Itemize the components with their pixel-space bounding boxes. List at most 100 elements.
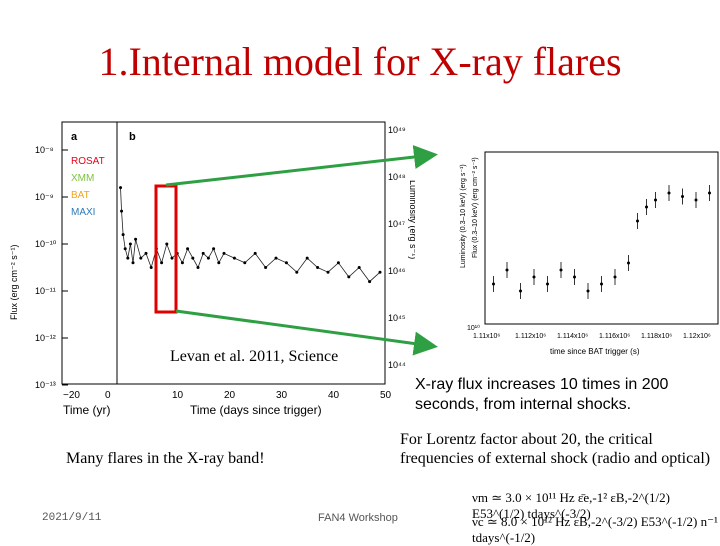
x-tick-label-b: 10 [172, 390, 184, 401]
data-point [165, 242, 169, 246]
y-tick-label-right: 10⁴⁵ [388, 313, 406, 323]
panel-label-a: a [71, 131, 78, 143]
flare-y-label: Flux (0.3–10 keV) (erg cm⁻² s⁻¹) [472, 157, 479, 258]
data-point [144, 251, 148, 255]
footer-date: 2021/9/11 [42, 512, 102, 524]
y-tick-label: 10⁻¹² [35, 333, 56, 343]
x-axis-label-b: Time (days since trigger) [190, 403, 322, 417]
formula-nu-c: νc ≃ 8.0 × 10¹² Hz εB,-2^(-3/2) E53^(-1/… [472, 514, 718, 545]
data-point [326, 270, 330, 274]
data-point [206, 256, 210, 260]
highlight-box [154, 184, 178, 314]
figure-panel-ab: a b ROSAT XMM BAT MAXI 10⁻⁸ 10⁻⁹ 10⁻¹⁰ 10⁻¹¹ 10… [9, 121, 415, 417]
y-tick-label: 10⁻¹¹ [35, 286, 56, 296]
flare-data-point [532, 275, 536, 279]
y-tick-label-right: 10⁴⁸ [388, 172, 406, 182]
data-point [120, 209, 124, 213]
y-tick-label-right: 10⁴⁴ [388, 360, 406, 370]
plot-frame [61, 121, 386, 385]
series-line [120, 187, 381, 283]
right-note: X-ray flux increases 10 times in 200 sec… [415, 376, 669, 413]
flare-data-point [681, 195, 684, 198]
y-axis-label-right: Luminosity (erg s⁻¹) [408, 180, 415, 259]
slide-title: 1.Internal model for X-ray flares [98, 39, 622, 84]
flare-data-point [573, 275, 576, 279]
citation: Levan et al. 2011, Science [170, 348, 339, 365]
y-tick-label-right: 10⁴⁶ [388, 266, 406, 276]
flare-plot-frame [484, 151, 719, 325]
data-point [134, 237, 138, 241]
legend-item: MAXI [71, 207, 95, 218]
data-point [284, 261, 288, 265]
data-point [139, 256, 143, 260]
data-point [357, 266, 361, 269]
flare-x-tick-label: 1.118x10⁶ [641, 333, 672, 340]
flare-x-tick-label: 1.116x10⁶ [599, 333, 630, 340]
flare-ytick: 10¹⁰ [467, 324, 480, 332]
data-point [186, 247, 190, 251]
x-tick-label-b: 30 [276, 390, 288, 401]
flare-data-point [519, 289, 522, 293]
flare-x-tick-label: 1.114x10⁶ [557, 333, 588, 340]
flare-data-point [559, 268, 563, 272]
flare-data-point [613, 275, 617, 279]
flare-data-point [627, 261, 630, 265]
figure-panel-flare: Luminosity (0.3–10 keV) (erg s⁻¹) Flux (… [460, 151, 719, 356]
data-point [243, 261, 247, 265]
data-point [232, 256, 236, 260]
x-tick-label-b: 50 [380, 390, 392, 401]
data-point [264, 266, 268, 269]
data-point [217, 261, 221, 265]
data-point [191, 256, 195, 260]
flare-data-point [708, 191, 711, 195]
data-point [336, 261, 340, 265]
flare-data-point [546, 282, 549, 286]
data-point [121, 233, 125, 237]
data-point [123, 247, 127, 251]
flare-data-point [694, 198, 698, 202]
data-point [347, 275, 351, 279]
flare-x-tick-label: 1.12x10⁶ [683, 333, 711, 340]
data-point [170, 256, 174, 260]
legend-item: XMM [71, 173, 94, 184]
data-point [305, 256, 309, 260]
x-tick-label-b: 20 [224, 390, 236, 401]
y-tick-label-right: 10⁴⁹ [388, 125, 406, 135]
x-tick-label-a: −20 [63, 390, 80, 401]
x-tick-label-b: 40 [328, 390, 340, 401]
data-point [119, 186, 123, 190]
flare-data-point [492, 282, 495, 286]
flare-x-tick-label: 1.112x10⁶ [515, 333, 546, 340]
flare-data-point [600, 282, 603, 286]
flare-x-label: time since BAT trigger (s) [550, 347, 640, 356]
flare-x-tick-label: 1.11x10⁶ [473, 333, 500, 340]
flare-data-point [667, 191, 671, 195]
formula-nu-m: νm ≃ 3.0 × 10¹¹ Hz ε̄e,-1² εB,-2^(1/2) E… [472, 490, 670, 521]
legend-item: ROSAT [71, 156, 105, 167]
y-tick-label-right: 10⁴⁷ [388, 219, 405, 229]
data-point [368, 280, 372, 284]
data-point [201, 251, 205, 255]
data-point [149, 266, 153, 269]
y-tick-label: 10⁻⁹ [35, 192, 54, 202]
panel-label-b: b [129, 131, 136, 143]
flare-data-point [636, 219, 639, 223]
y-tick-label: 10⁻⁸ [35, 145, 54, 155]
data-point [212, 247, 216, 251]
data-point [196, 266, 200, 269]
flare-data-point [654, 198, 657, 202]
lorentz-note: For Lorentz factor about 20, the critica… [400, 431, 711, 467]
flare-data-point [645, 205, 648, 209]
data-point [128, 242, 132, 246]
data-point [274, 256, 278, 260]
data-point [295, 270, 299, 274]
left-note: Many flares in the X-ray band! [66, 450, 265, 467]
y-tick-label: 10⁻¹⁰ [35, 239, 57, 249]
y-axis-label: Flux (erg cm⁻² s⁻¹) [9, 244, 19, 320]
data-point [378, 270, 382, 274]
data-point [316, 266, 320, 269]
flare-data-point [586, 289, 590, 293]
x-axis-label-a: Time (yr) [63, 403, 111, 417]
x-tick-label-a: 0 [105, 390, 111, 401]
data-point [180, 261, 184, 265]
